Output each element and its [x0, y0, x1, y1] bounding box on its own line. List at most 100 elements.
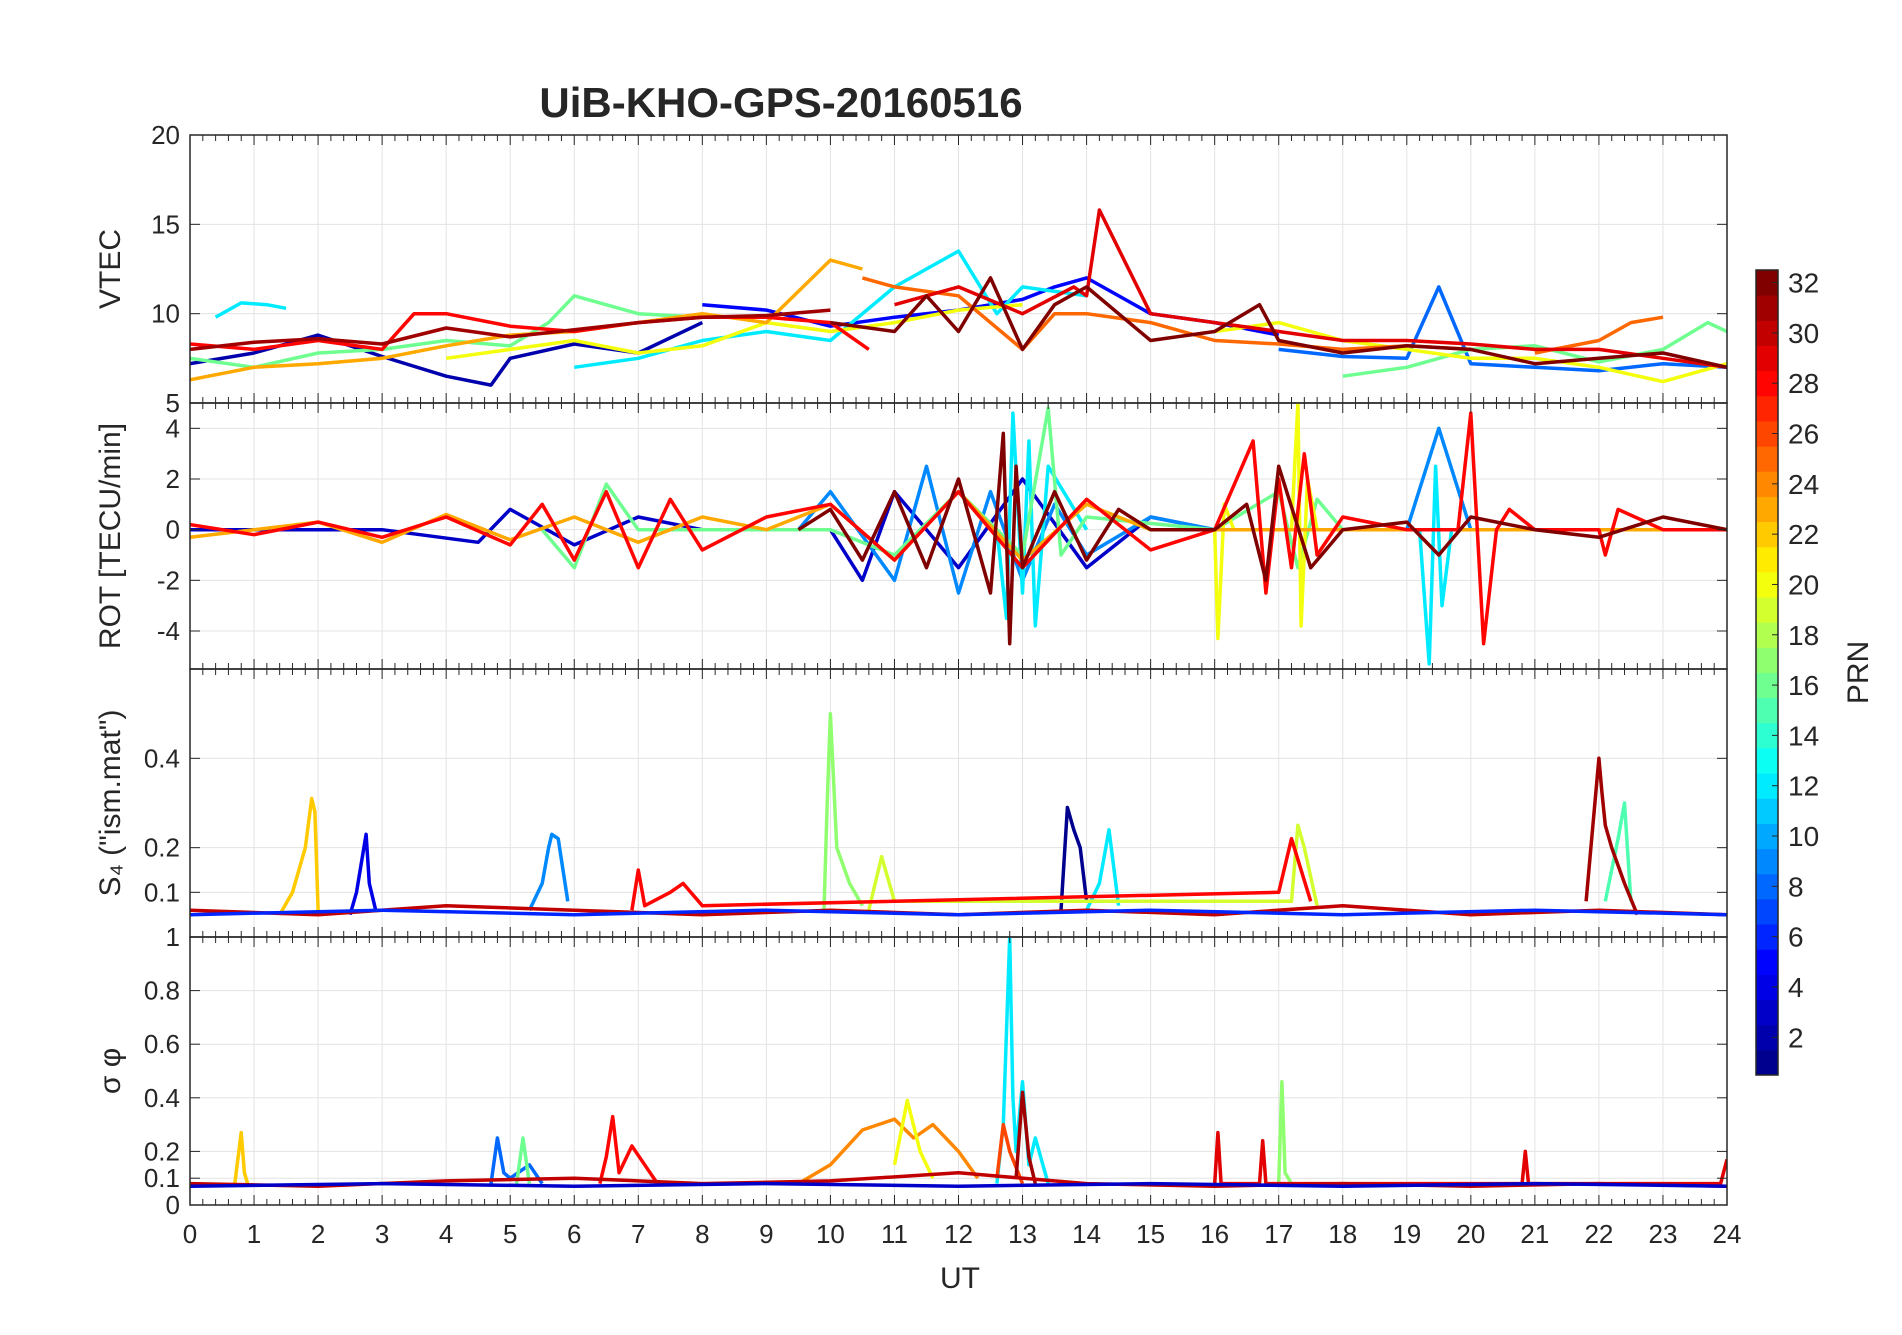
x-tick-label: 3 — [375, 1219, 389, 1249]
colorbar-tick-label: 28 — [1788, 368, 1819, 399]
x-tick-label: 16 — [1200, 1219, 1229, 1249]
series-line-prn-24 — [797, 1117, 980, 1186]
panel-3: 0.1 0.2 0.4 S₄ ("ism.mat") — [94, 668, 1728, 938]
y-tick-label: 0.1 — [144, 877, 180, 907]
colorbar-cell — [1756, 1024, 1778, 1051]
x-tick-label: 9 — [759, 1219, 773, 1249]
x-tick-label: 22 — [1584, 1219, 1613, 1249]
x-tick-label: 15 — [1136, 1219, 1165, 1249]
series-group — [190, 937, 1727, 1188]
x-tick-label: 20 — [1456, 1219, 1485, 1249]
colorbar-cell — [1756, 949, 1778, 975]
x-tick-label: 19 — [1392, 1219, 1421, 1249]
series-line-prn-4 — [348, 832, 378, 916]
series-line-prn-12 — [214, 301, 287, 319]
colorbar-cell — [1756, 1049, 1778, 1076]
series-line-prn-31 — [1584, 756, 1639, 916]
series-line-prn-8 — [489, 1136, 544, 1185]
colorbar-tick-label: 8 — [1788, 871, 1804, 902]
series-line-prn-23 — [190, 258, 863, 382]
series-line-prn-8 — [1278, 285, 1727, 373]
series-line-prn-12 — [1417, 464, 1454, 666]
series-line-prn-3 — [190, 1181, 1727, 1188]
x-tick-label: 4 — [439, 1219, 453, 1249]
colorbar-cell — [1756, 873, 1778, 900]
x-tick-label: 13 — [1008, 1219, 1037, 1249]
series-line-prn-22 — [233, 1130, 250, 1185]
panel-4: 00.10.20.40.60.81σ φ0 1 2 3 4 5 6 7 8 9 10 11 12 13 14… — [94, 922, 1741, 1249]
y-tick-label: 0.4 — [144, 1083, 180, 1113]
series-line-prn-16 — [514, 1136, 532, 1184]
colorbar-tick-label: 14 — [1788, 720, 1819, 751]
colorbar-tick-label: 24 — [1788, 469, 1819, 500]
series-line-prn-25 — [861, 276, 1471, 352]
colorbar-tick-label: 20 — [1788, 569, 1819, 600]
y-axis-label: S₄ ("ism.mat") — [94, 710, 127, 897]
colorbar-cell — [1756, 270, 1778, 296]
series-line-prn-28 — [598, 1114, 659, 1185]
colorbar-tick-label: 12 — [1788, 771, 1819, 802]
y-tick-label: 0.1 — [144, 1163, 180, 1193]
colorbar-cell — [1756, 798, 1778, 824]
y-tick-label: 10 — [151, 299, 180, 329]
series-line-prn-17 — [1276, 1079, 1294, 1185]
series-line-prn-32 — [797, 431, 1727, 646]
x-tick-label: 1 — [247, 1219, 261, 1249]
series-group — [190, 208, 1727, 387]
colorbar-cell — [1756, 848, 1778, 875]
y-tick-label: 15 — [151, 209, 180, 239]
colorbar-cell — [1756, 697, 1778, 724]
x-tick-label: 24 — [1713, 1219, 1742, 1249]
colorbar-cell — [1756, 546, 1778, 573]
series-line-prn-1 — [1059, 805, 1089, 911]
colorbar-cell — [1756, 320, 1778, 346]
x-tick-label: 14 — [1072, 1219, 1101, 1249]
series-line-prn-16 — [190, 294, 703, 370]
series-line-prn-25 — [1534, 315, 1664, 355]
y-axis-label: ROT [TECU/min] — [94, 423, 127, 649]
y-tick-label: 0.6 — [144, 1029, 180, 1059]
colorbar-cell — [1756, 823, 1778, 850]
series-group — [190, 711, 1727, 917]
x-tick-label: 7 — [631, 1219, 645, 1249]
colorbar-cell — [1756, 597, 1778, 623]
x-tick-label: 8 — [695, 1219, 709, 1249]
series-line-prn-22 — [278, 796, 320, 916]
y-axis-label: σ φ — [94, 1048, 127, 1094]
series-line-prn-32 — [830, 276, 1727, 370]
colorbar-cell — [1756, 446, 1778, 472]
y-tick-label: -2 — [157, 565, 180, 595]
colorbar-cell — [1756, 521, 1778, 548]
series-group — [190, 403, 1727, 666]
colorbar-cell — [1756, 747, 1778, 774]
series-line-prn-17 — [822, 711, 864, 911]
x-tick-label: 2 — [311, 1219, 325, 1249]
colorbar-cell — [1756, 420, 1778, 447]
colorbar-cell — [1756, 924, 1778, 950]
x-tick-label: 0 — [183, 1219, 197, 1249]
colorbar-cell — [1756, 773, 1778, 799]
x-tick-label: 21 — [1520, 1219, 1549, 1249]
colorbar-tick-label: 2 — [1788, 1022, 1804, 1053]
colorbar-cell — [1756, 370, 1778, 397]
colorbar-cell — [1756, 974, 1778, 1001]
series-line-prn-9 — [797, 426, 1727, 595]
colorbar-cell — [1756, 471, 1778, 497]
series-line-prn-15 — [1603, 801, 1633, 902]
colorbar-tick-label: 16 — [1788, 670, 1819, 701]
y-tick-label: 0.2 — [144, 833, 180, 863]
colorbar-cell — [1756, 571, 1778, 598]
y-tick-label: 0.4 — [144, 743, 180, 773]
x-tick-label: 10 — [816, 1219, 845, 1249]
series-line-prn-31 — [190, 308, 831, 352]
colorbar-tick-label: 30 — [1788, 318, 1819, 349]
series-line-prn-19 — [867, 823, 1319, 911]
colorbar-cell — [1756, 999, 1778, 1026]
colorbar-cell — [1756, 898, 1778, 925]
x-axis-label: UT — [940, 1262, 980, 1295]
panel-2: -4 -2 0 2 4 ROT [TECU/min] — [94, 402, 1728, 670]
colorbar-tick-label: 10 — [1788, 821, 1819, 852]
